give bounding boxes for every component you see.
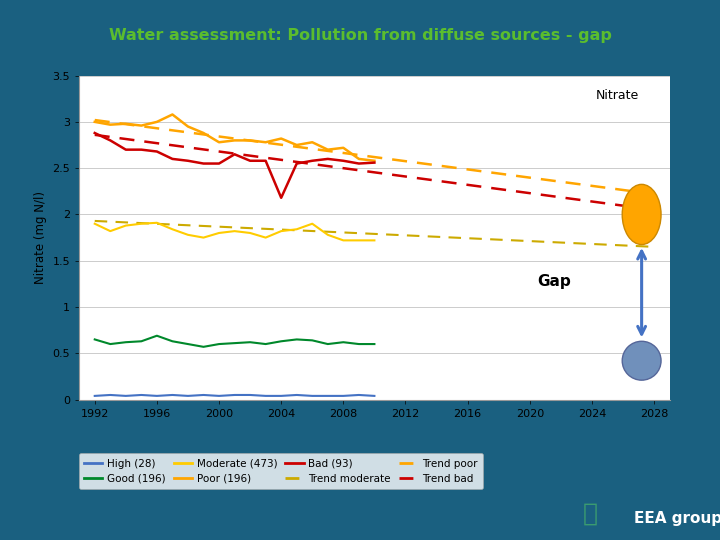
Text: Gap: Gap <box>538 274 571 288</box>
Text: 𝓌: 𝓌 <box>583 501 598 525</box>
Legend: High (28), Good (196), Moderate (473), Poor (196), Bad (93), Trend moderate, Tre: High (28), Good (196), Moderate (473), P… <box>78 454 483 489</box>
Ellipse shape <box>622 341 661 380</box>
Text: EEA group for water: EEA group for water <box>634 511 720 525</box>
Y-axis label: Nitrate (mg N/l): Nitrate (mg N/l) <box>34 191 47 284</box>
Text: Water assessment: Pollution from diffuse sources - gap: Water assessment: Pollution from diffuse… <box>109 28 611 43</box>
Ellipse shape <box>622 184 661 245</box>
Text: Nitrate: Nitrate <box>595 90 639 103</box>
